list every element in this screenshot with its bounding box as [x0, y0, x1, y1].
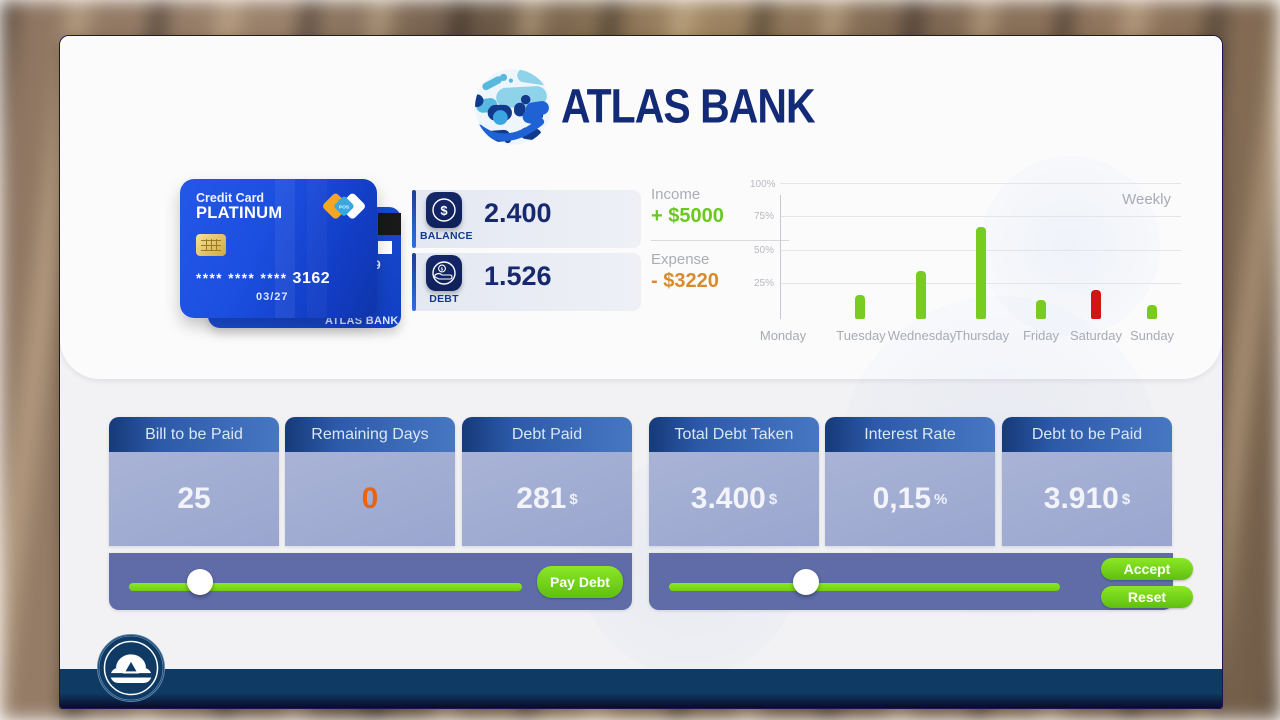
svg-text:$: $	[440, 203, 448, 218]
svg-text:POS: POS	[339, 204, 350, 210]
svg-text:$: $	[441, 266, 444, 271]
